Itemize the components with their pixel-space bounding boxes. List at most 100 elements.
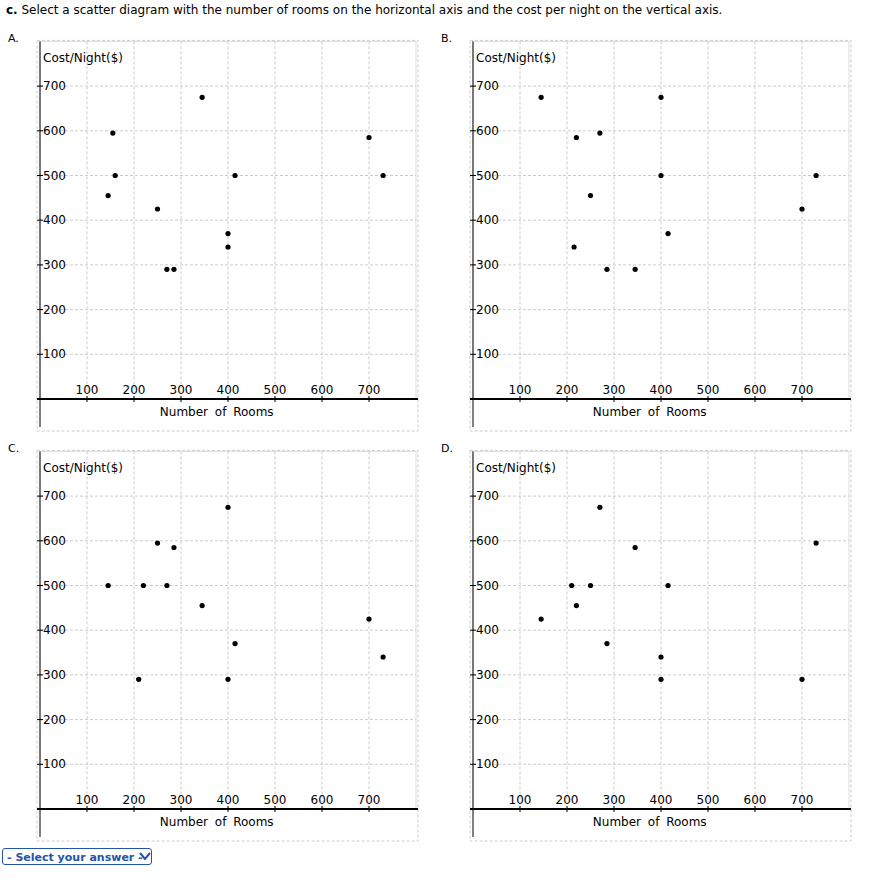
point xyxy=(658,677,663,682)
x-tick-label: 100 xyxy=(509,383,532,397)
panel-border xyxy=(470,40,851,431)
point xyxy=(604,641,609,646)
x-tick-label: 400 xyxy=(217,793,240,807)
y-tick-label: 500 xyxy=(43,579,66,593)
y-tick-label: 100 xyxy=(43,757,66,771)
y-tick-label: 700 xyxy=(476,79,499,93)
x-tick-label: 100 xyxy=(76,793,99,807)
question-text: Select a scatter diagram with the number… xyxy=(18,3,723,17)
y-axis-label: Cost/Night($) xyxy=(43,461,123,475)
point xyxy=(597,505,602,510)
x-tick-label: 400 xyxy=(217,383,240,397)
y-tick-label: 300 xyxy=(476,258,499,272)
y-tick-label: 500 xyxy=(476,579,499,593)
y-tick-label: 400 xyxy=(43,623,66,637)
select-text[interactable]: - Select your answer - xyxy=(7,851,143,864)
select-chevron[interactable] xyxy=(140,853,150,859)
grid-line xyxy=(40,264,416,265)
grid-line xyxy=(40,719,416,720)
point xyxy=(106,583,111,588)
x-tick-label: 600 xyxy=(311,383,334,397)
point xyxy=(110,130,115,135)
x-axis-label: Number of Rooms xyxy=(160,405,274,419)
point xyxy=(658,654,663,659)
y-tick-label: 100 xyxy=(43,347,66,361)
x-tick-label: 400 xyxy=(650,793,673,807)
y-tick-label: 100 xyxy=(476,347,499,361)
y-tick-label: 700 xyxy=(43,79,66,93)
point xyxy=(164,583,169,588)
x-tick-label: 200 xyxy=(556,793,579,807)
point xyxy=(366,135,371,140)
y-tick-label: 200 xyxy=(476,303,499,317)
point xyxy=(171,267,176,272)
x-tick-label: 600 xyxy=(744,793,767,807)
point xyxy=(665,231,670,236)
y-axis xyxy=(473,41,474,427)
point xyxy=(799,206,804,211)
point xyxy=(574,603,579,608)
point xyxy=(604,267,609,272)
x-tick-label: 300 xyxy=(603,793,626,807)
point xyxy=(141,583,146,588)
grid-line xyxy=(40,220,416,221)
plot-frame xyxy=(40,41,416,399)
x-tick-label: 500 xyxy=(697,383,720,397)
chart: C.10020030040050060070010020030040050060… xyxy=(8,442,418,841)
point xyxy=(225,231,230,236)
y-tick-label: 200 xyxy=(43,713,66,727)
x-tick-label: 200 xyxy=(123,793,146,807)
grid-line xyxy=(473,630,849,631)
point xyxy=(225,505,230,510)
chart-title: B. xyxy=(441,32,452,45)
points xyxy=(106,505,386,682)
point xyxy=(665,583,670,588)
chart-title: A. xyxy=(8,32,19,45)
point xyxy=(539,616,544,621)
y-tick-label: 600 xyxy=(476,124,499,138)
panel-border xyxy=(470,450,851,841)
points xyxy=(539,95,819,272)
grid-line xyxy=(40,354,416,355)
grid-line xyxy=(369,451,370,809)
point xyxy=(799,677,804,682)
y-tick-label: 700 xyxy=(476,489,499,503)
y-tick-label: 200 xyxy=(476,713,499,727)
x-tick-label: 500 xyxy=(697,793,720,807)
chart-title: D. xyxy=(441,442,453,455)
chart-title: C. xyxy=(8,442,19,455)
x-tick-label: 600 xyxy=(311,793,334,807)
y-tick-label: 700 xyxy=(43,489,66,503)
grid-line xyxy=(40,674,416,675)
grid-line xyxy=(40,86,416,87)
chart: A.10020030040050060070010020030040050060… xyxy=(8,32,418,431)
point xyxy=(588,583,593,588)
answer-select[interactable]: - Select your answer - xyxy=(2,848,152,865)
y-tick-label: 400 xyxy=(43,213,66,227)
x-tick-label: 100 xyxy=(76,383,99,397)
point xyxy=(225,677,230,682)
point xyxy=(633,267,638,272)
grid-line xyxy=(802,451,803,809)
panel-border xyxy=(37,40,418,431)
point xyxy=(171,545,176,550)
grid-line xyxy=(134,451,135,809)
grid-line xyxy=(134,41,135,399)
y-tick-label: 300 xyxy=(476,668,499,682)
grid-line xyxy=(473,719,849,720)
grid-line xyxy=(802,41,803,399)
y-tick-label: 500 xyxy=(476,169,499,183)
point xyxy=(113,173,118,178)
grid-line xyxy=(40,540,416,541)
point xyxy=(200,603,205,608)
y-axis xyxy=(40,451,41,837)
point xyxy=(814,540,819,545)
point xyxy=(366,616,371,621)
y-tick-label: 600 xyxy=(43,124,66,138)
plot-frame xyxy=(40,451,416,809)
y-tick-label: 300 xyxy=(43,668,66,682)
point xyxy=(232,173,237,178)
plot-frame xyxy=(473,451,849,809)
y-tick-label: 100 xyxy=(476,757,499,771)
y-tick-label: 500 xyxy=(43,169,66,183)
